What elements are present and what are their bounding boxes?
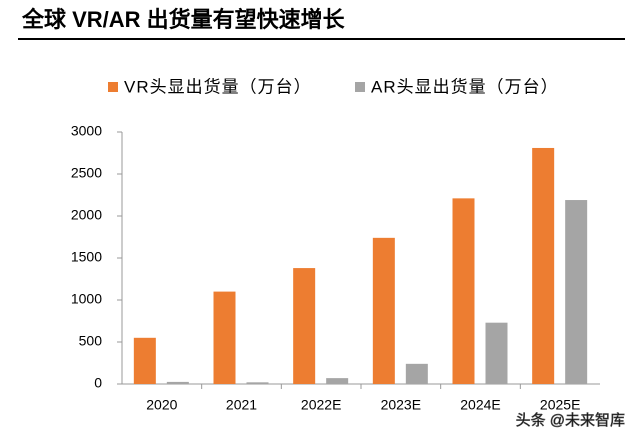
bar — [485, 322, 508, 384]
bar — [372, 237, 395, 384]
y-tick-label: 1500 — [71, 249, 102, 265]
x-tick-label: 2022E — [301, 397, 341, 413]
y-tick-label: 2500 — [71, 165, 102, 181]
legend-swatch — [355, 82, 365, 92]
y-tick-label: 0 — [94, 375, 102, 391]
y-tick-label: 2000 — [71, 207, 102, 223]
x-tick-label: 2025E — [540, 397, 580, 413]
bar — [133, 337, 156, 384]
chart-title: 全球 VR/AR 出货量有望快速增长 — [21, 7, 346, 32]
legend-label: AR头显出货量（万台） — [371, 77, 559, 96]
y-tick-label: 1000 — [71, 291, 102, 307]
x-tick-label: 2024E — [460, 397, 500, 413]
bar — [166, 381, 189, 384]
bar — [326, 378, 349, 384]
bar — [213, 291, 236, 384]
bar — [565, 200, 588, 384]
x-tick-label: 2020 — [146, 397, 177, 413]
legend-label: VR头显出货量（万台） — [124, 77, 312, 96]
bar — [452, 198, 475, 384]
bar — [405, 363, 428, 384]
bar — [532, 147, 555, 384]
bar — [293, 268, 316, 384]
x-tick-label: 2023E — [381, 397, 421, 413]
x-tick-label: 2021 — [226, 397, 257, 413]
y-tick-label: 3000 — [71, 123, 102, 139]
legend-swatch — [108, 82, 118, 92]
bar — [246, 382, 269, 384]
y-tick-label: 500 — [79, 333, 103, 349]
watermark: 头条 @未来智库 — [516, 411, 625, 429]
